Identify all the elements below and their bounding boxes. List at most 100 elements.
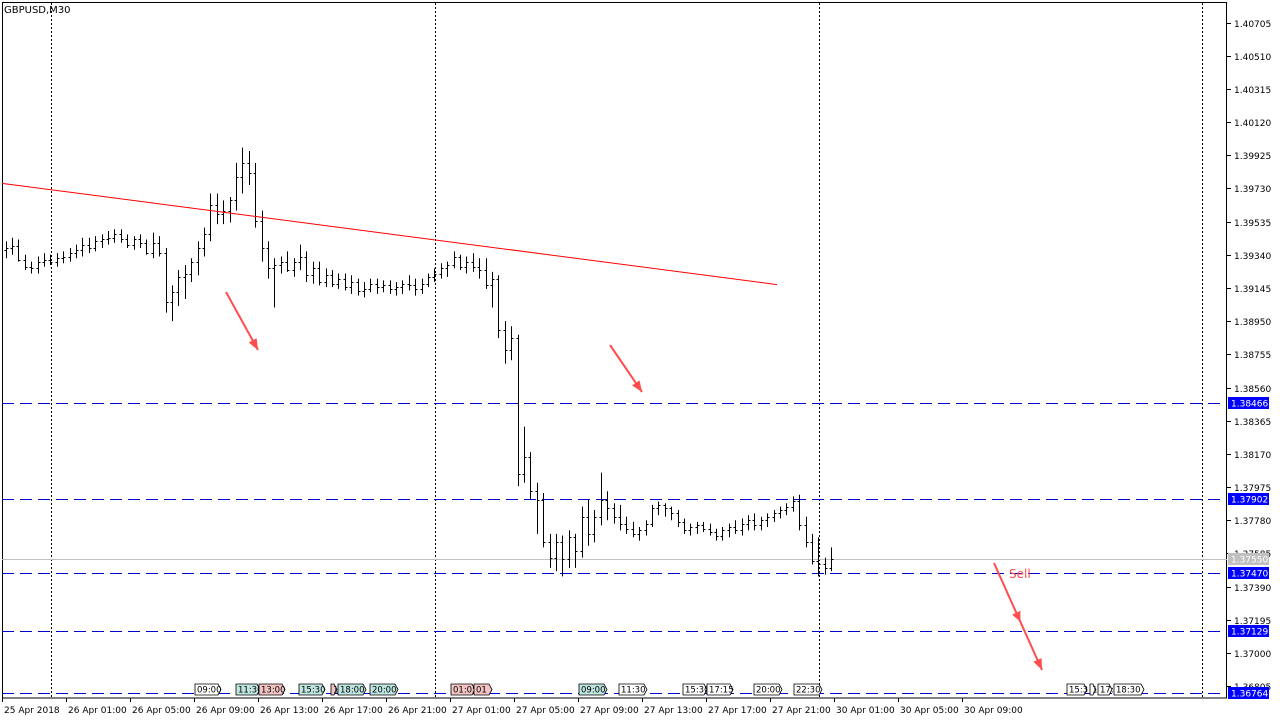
- candle-bar: [458, 254, 463, 271]
- event-marker-label: 18:30: [1116, 686, 1141, 696]
- candle-bar: [656, 501, 661, 516]
- candle-bar: [336, 273, 341, 289]
- candle-bar: [708, 523, 713, 536]
- event-marker[interactable]: 01: [473, 683, 493, 696]
- event-marker-box: [330, 683, 338, 696]
- candle-bar: [375, 278, 380, 294]
- candle-bar: [663, 503, 668, 517]
- time-axis[interactable]: 25 Apr 2018 26 Apr 01:00 26 Apr 05:00 26 Ap…: [2, 698, 1023, 716]
- event-marker[interactable]: 18:00: [337, 683, 367, 696]
- time-tick-label: 27 Apr 01:00: [452, 706, 511, 716]
- price-tick-label: 1.38950: [1234, 318, 1271, 328]
- candle-bar: [701, 521, 706, 533]
- candle-bar: [93, 236, 98, 252]
- candle-bar: [36, 256, 41, 274]
- time-tick-label: 26 Apr 17:00: [324, 706, 383, 716]
- event-marker[interactable]: 09:00: [194, 683, 222, 696]
- price-tick-label: 1.39145: [1234, 285, 1271, 295]
- candle-bar: [324, 268, 329, 288]
- candle-bar: [23, 254, 28, 271]
- event-marker[interactable]: 11:30: [235, 683, 263, 696]
- candle-bar: [343, 273, 348, 291]
- event-marker[interactable]: 15:3: [1066, 683, 1088, 696]
- event-marker[interactable]: 09:00: [578, 683, 608, 696]
- event-marker[interactable]: 15:30: [682, 683, 710, 696]
- event-marker-box: [1097, 683, 1113, 696]
- arrow-shaft: [225, 291, 259, 351]
- tag-bg: [1228, 397, 1269, 409]
- event-marker[interactable]: 20:00: [369, 683, 399, 696]
- arrows-layer: Sell: [225, 291, 1043, 671]
- arrow-head-mid: [1012, 610, 1021, 622]
- candle-bar: [132, 236, 137, 250]
- grid-layer: [2, 2, 1227, 699]
- price-axis[interactable]: 1.40705 1.40510 1.40315 1.40120 1.39925 1.397…: [1227, 20, 1271, 700]
- tag-label: 1.37550: [1231, 556, 1268, 566]
- chart-title: GBPUSD,M30: [4, 5, 71, 16]
- candle-bar: [676, 510, 681, 528]
- candle-bar: [260, 210, 265, 262]
- candle-bar: [285, 251, 290, 272]
- event-marker-label: 09:00: [581, 686, 606, 696]
- candle-bar: [772, 510, 777, 522]
- tag-bg: [1228, 553, 1269, 565]
- candle-bar: [516, 334, 521, 487]
- event-marker[interactable]: 17:15: [706, 683, 734, 696]
- down-arrow[interactable]: [225, 291, 259, 351]
- candle-bar: [272, 258, 277, 308]
- candle-bar: [170, 285, 175, 322]
- event-marker-label: 09:00: [197, 686, 222, 696]
- down-arrow[interactable]: [609, 344, 643, 393]
- event-marker[interactable]: 20:00: [753, 683, 783, 696]
- event-marker[interactable]: 22:30: [793, 683, 823, 696]
- event-marker-box: [258, 683, 286, 696]
- tag-label: 1.37470: [1231, 570, 1268, 580]
- event-marker-box: [578, 683, 608, 696]
- candle-bar: [16, 239, 21, 262]
- event-marker-box: [1089, 683, 1097, 696]
- candle-bar: [144, 239, 149, 255]
- event-marker[interactable]: 1: [330, 683, 338, 696]
- candle-bar: [471, 253, 476, 272]
- candle-bar: [669, 506, 674, 521]
- event-marker[interactable]: 15:30: [298, 683, 326, 696]
- candle-bar: [612, 503, 617, 524]
- candle-bar: [311, 261, 316, 284]
- candle-bar: [759, 516, 764, 531]
- event-marker[interactable]: 17:: [1097, 683, 1114, 696]
- event-marker[interactable]: 1: [1089, 683, 1097, 696]
- event-marker[interactable]: 01:05: [450, 683, 478, 696]
- event-marker[interactable]: 11:30: [618, 683, 648, 696]
- arrow-head: [1033, 658, 1042, 670]
- candle-bar: [196, 241, 201, 276]
- event-marker-label: 15:30: [685, 686, 710, 696]
- candle-bar: [477, 258, 482, 279]
- candle-bar: [151, 232, 156, 259]
- event-marker[interactable]: 18:30: [1113, 683, 1145, 696]
- event-marker-box: [682, 683, 708, 696]
- candle-bar: [528, 452, 533, 500]
- time-tick-label: 27 Apr 05:00: [516, 706, 575, 716]
- event-marker-box: [337, 683, 367, 696]
- time-tick-label: 30 Apr 09:00: [964, 706, 1023, 716]
- event-marker-box: [753, 683, 783, 696]
- candle-bar: [522, 426, 527, 483]
- candle-bar: [695, 521, 700, 534]
- candle-bar: [560, 535, 565, 577]
- trendline[interactable]: [1, 182, 778, 286]
- candle-bar: [548, 533, 553, 568]
- candle-bar: [80, 237, 85, 257]
- candle-bar: [125, 234, 130, 248]
- candle-bar: [810, 533, 815, 565]
- level-price-tag: 1.37902: [1228, 493, 1269, 506]
- candle-bar: [733, 520, 738, 534]
- event-marker[interactable]: 13:00: [258, 683, 286, 696]
- price-tick-label: 1.39730: [1234, 185, 1271, 195]
- tag-bg: [1228, 687, 1269, 699]
- sell-label: Sell: [1009, 567, 1031, 581]
- event-marker-label: 1: [1092, 686, 1097, 696]
- candle-bar: [74, 244, 79, 259]
